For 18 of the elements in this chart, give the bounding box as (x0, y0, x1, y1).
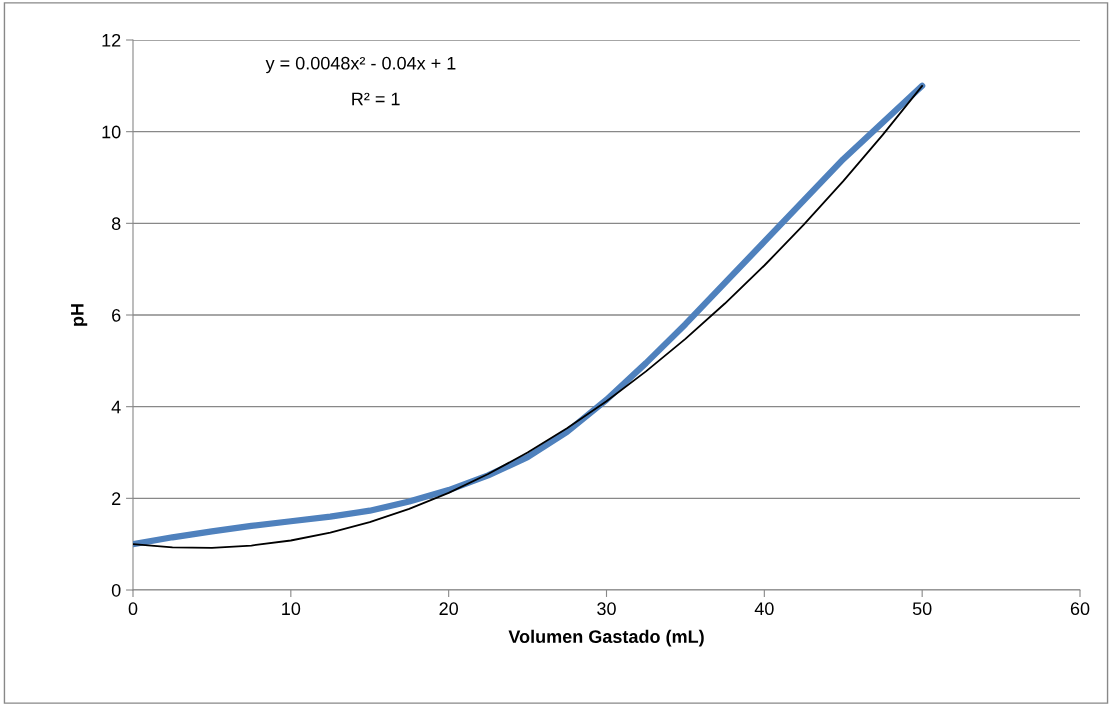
y-tick-label: 0 (111, 583, 121, 597)
x-tick-label: 20 (439, 602, 458, 616)
x-axis-title: Volumen Gastado (mL) (508, 629, 704, 647)
y-tick-label: 8 (111, 217, 121, 231)
x-tick-label: 10 (282, 602, 301, 616)
y-tick-label: 6 (112, 308, 121, 322)
y-tick-label: 10 (102, 125, 121, 139)
annotation: R² = 1 (352, 92, 400, 106)
x-tick-label: 40 (754, 602, 774, 616)
annotation: y = 0.0048x² - 0.04x + 1 (265, 56, 456, 74)
x-tick-label: 0 (128, 602, 138, 616)
x-tick-label: 30 (597, 602, 616, 616)
x-tick-label: 60 (1070, 602, 1090, 616)
y-axis-title: pH (71, 304, 88, 326)
y-tick-label: 2 (112, 492, 121, 505)
y-tick-label: 4 (111, 400, 121, 414)
y-tick-label: 12 (102, 33, 121, 47)
x-tick-label: 50 (912, 602, 932, 616)
